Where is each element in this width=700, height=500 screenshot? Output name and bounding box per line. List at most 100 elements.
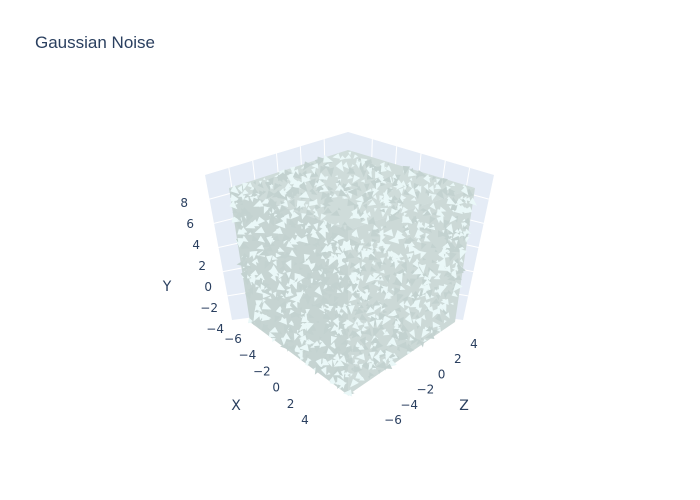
noise-point <box>408 219 414 225</box>
noise-point <box>387 309 398 317</box>
noise-point <box>315 241 320 247</box>
noise-point <box>299 200 306 209</box>
noise-point <box>299 307 303 312</box>
noise-point <box>348 330 357 337</box>
noise-point <box>343 357 353 365</box>
noise-point <box>333 324 343 336</box>
y-tick-label: −4 <box>206 322 224 336</box>
noise-point <box>249 251 255 258</box>
noise-point <box>413 183 420 190</box>
noise-point <box>327 359 333 367</box>
noise-point <box>358 363 364 370</box>
noise-point <box>429 202 436 210</box>
noise-point <box>376 273 379 278</box>
noise-point <box>280 200 286 205</box>
noise-point <box>415 313 421 319</box>
noise-point <box>349 295 357 302</box>
noise-point <box>320 300 324 305</box>
noise-point <box>425 293 431 299</box>
noise-point <box>401 298 407 302</box>
noise-point <box>311 163 319 169</box>
noise-point <box>336 289 342 294</box>
noise-point <box>308 313 315 319</box>
noise-point <box>397 205 402 212</box>
noise-point <box>346 328 350 333</box>
noise-point <box>324 271 328 277</box>
noise-point <box>351 229 359 239</box>
noise-point <box>407 350 412 355</box>
z-tick-label: 2 <box>454 352 462 366</box>
noise-point <box>280 343 289 350</box>
noise-point <box>327 326 331 330</box>
noise-point <box>459 249 468 259</box>
noise-point <box>433 184 442 190</box>
noise-point <box>359 299 362 304</box>
noise-point <box>339 353 344 357</box>
noise-point <box>305 232 309 236</box>
noise-point <box>324 259 328 263</box>
noise-point <box>321 289 329 296</box>
noise-point <box>315 358 322 368</box>
noise-point <box>256 244 265 250</box>
noise-point <box>435 259 446 267</box>
noise-point <box>240 208 244 211</box>
noise-point <box>461 198 467 202</box>
noise-point <box>293 235 303 244</box>
noise-point <box>320 244 332 253</box>
noise-point <box>277 195 280 198</box>
noise-point <box>323 198 330 205</box>
noise-point <box>316 278 321 284</box>
noise-point <box>252 235 260 242</box>
noise-point <box>259 190 265 195</box>
z-tick-label: −2 <box>417 383 435 397</box>
noise-point <box>314 182 319 187</box>
noise-point <box>352 267 361 274</box>
noise-point <box>380 226 384 230</box>
noise-point <box>380 182 386 187</box>
noise-point <box>379 269 385 274</box>
noise-point <box>330 209 340 217</box>
noise-point <box>254 305 261 312</box>
noise-point <box>400 259 405 263</box>
noise-point <box>443 292 449 299</box>
noise-point <box>391 204 397 211</box>
noise-point <box>425 328 431 332</box>
noise-point <box>289 166 296 174</box>
noise-point <box>359 274 364 282</box>
noise-point <box>310 162 315 167</box>
noise-point <box>382 243 391 254</box>
noise-point <box>406 231 411 236</box>
noise-point <box>353 365 363 373</box>
noise-point <box>460 185 469 196</box>
noise-point <box>367 190 374 200</box>
noise-point <box>296 180 303 187</box>
noise-point <box>334 314 338 318</box>
noise-point <box>400 334 409 341</box>
noise-point <box>272 239 275 243</box>
noise-point <box>400 324 410 332</box>
x-tick-label: −4 <box>239 348 257 362</box>
noise-point <box>404 243 409 249</box>
noise-point <box>464 207 473 214</box>
noise-point <box>343 239 352 251</box>
noise-point <box>314 345 321 354</box>
noise-point <box>355 341 363 348</box>
noise-point <box>346 282 352 288</box>
noise-point <box>347 188 358 197</box>
noise-point <box>346 168 356 174</box>
noise-point <box>446 275 450 278</box>
noise-point <box>352 316 356 322</box>
noise-point <box>373 224 380 230</box>
noise-point <box>406 181 413 189</box>
noise-point <box>366 158 372 164</box>
noise-point <box>311 303 316 307</box>
noise-point <box>394 276 403 284</box>
noise-point <box>392 271 397 277</box>
noise-point <box>285 290 294 298</box>
noise-point <box>396 197 404 205</box>
noise-point <box>264 246 274 252</box>
noise-point <box>438 285 447 296</box>
noise-point <box>340 287 345 293</box>
noise-point <box>374 341 384 350</box>
